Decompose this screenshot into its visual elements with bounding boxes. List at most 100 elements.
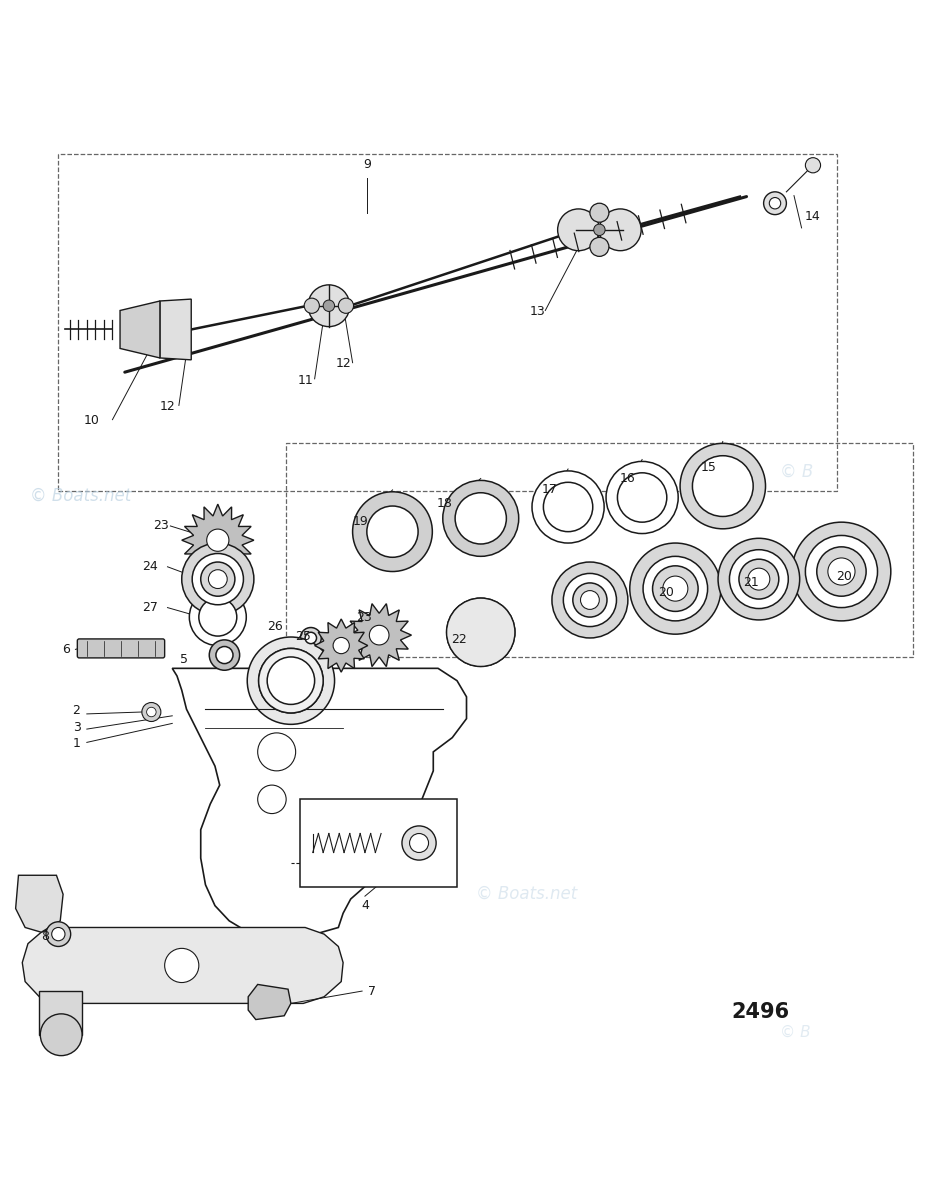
Circle shape (51, 928, 65, 941)
Polygon shape (160, 299, 191, 360)
Text: 20: 20 (658, 586, 674, 599)
Text: 14: 14 (805, 210, 821, 223)
Circle shape (308, 284, 349, 326)
Circle shape (564, 574, 617, 626)
Text: 4: 4 (361, 899, 368, 912)
Circle shape (792, 522, 891, 620)
Circle shape (367, 506, 418, 557)
Circle shape (643, 557, 707, 620)
Circle shape (259, 648, 323, 713)
Text: © Boats.net: © Boats.net (476, 886, 577, 904)
Circle shape (40, 1014, 82, 1056)
Polygon shape (172, 668, 466, 937)
Text: 9: 9 (363, 158, 370, 172)
Circle shape (805, 157, 821, 173)
Circle shape (352, 492, 432, 571)
Circle shape (729, 550, 788, 608)
Circle shape (147, 707, 156, 716)
Circle shape (192, 553, 244, 605)
Text: © Boats.net: © Boats.net (30, 486, 131, 504)
Circle shape (369, 625, 389, 644)
Circle shape (552, 562, 628, 638)
Text: 19: 19 (352, 515, 368, 528)
Circle shape (692, 456, 753, 516)
Circle shape (199, 598, 237, 636)
Circle shape (606, 462, 678, 534)
Circle shape (189, 589, 247, 646)
Text: 21: 21 (744, 576, 759, 589)
Polygon shape (248, 984, 291, 1020)
Circle shape (652, 566, 698, 611)
Circle shape (817, 547, 866, 596)
Circle shape (207, 529, 228, 551)
Circle shape (764, 192, 786, 215)
Circle shape (443, 480, 519, 557)
Text: 22: 22 (451, 634, 466, 647)
Circle shape (248, 637, 334, 725)
Circle shape (748, 568, 770, 590)
Polygon shape (314, 619, 367, 672)
Circle shape (46, 922, 70, 947)
Circle shape (201, 562, 235, 596)
Circle shape (480, 631, 482, 634)
Text: 27: 27 (143, 601, 158, 614)
Bar (301, 799, 457, 887)
Text: 26: 26 (267, 620, 283, 634)
Text: 15: 15 (701, 461, 717, 474)
Circle shape (338, 298, 353, 313)
Polygon shape (15, 875, 63, 932)
Polygon shape (347, 604, 411, 666)
Circle shape (581, 590, 600, 610)
Text: 11: 11 (297, 373, 313, 386)
Text: 13: 13 (530, 305, 545, 318)
Circle shape (663, 576, 688, 601)
Circle shape (182, 544, 254, 616)
Text: 1: 1 (72, 737, 81, 750)
Circle shape (209, 640, 240, 671)
Circle shape (305, 298, 319, 313)
Circle shape (455, 493, 506, 544)
Text: 5: 5 (180, 653, 188, 666)
Circle shape (259, 648, 323, 713)
Circle shape (306, 632, 316, 643)
Circle shape (739, 559, 779, 599)
Polygon shape (120, 301, 160, 358)
Circle shape (828, 558, 855, 586)
Circle shape (590, 238, 609, 257)
Circle shape (301, 628, 321, 648)
Text: 23: 23 (153, 520, 169, 533)
Circle shape (258, 733, 296, 770)
Text: 18: 18 (437, 497, 452, 510)
Circle shape (532, 470, 605, 544)
FancyBboxPatch shape (77, 638, 165, 658)
Text: 8: 8 (41, 930, 50, 943)
Circle shape (718, 539, 800, 620)
Circle shape (590, 203, 609, 222)
Circle shape (258, 785, 287, 814)
Text: 20: 20 (837, 570, 852, 583)
Text: 3: 3 (72, 721, 81, 734)
Circle shape (446, 598, 515, 666)
Circle shape (600, 209, 641, 251)
Circle shape (268, 656, 314, 704)
Circle shape (216, 647, 233, 664)
Circle shape (323, 300, 334, 312)
Circle shape (594, 224, 605, 235)
Polygon shape (39, 991, 82, 1034)
Text: 2: 2 (72, 704, 81, 716)
Text: 2496: 2496 (732, 1002, 790, 1021)
Circle shape (573, 583, 607, 617)
Circle shape (409, 834, 428, 852)
Text: 17: 17 (542, 484, 558, 497)
Text: 10: 10 (84, 414, 100, 427)
Text: © B: © B (780, 463, 813, 481)
Text: 6: 6 (62, 643, 69, 656)
Circle shape (165, 948, 199, 983)
Circle shape (142, 702, 161, 721)
Text: 12: 12 (335, 358, 351, 371)
Text: 16: 16 (620, 472, 636, 485)
Circle shape (208, 570, 228, 588)
Polygon shape (22, 928, 343, 1003)
Polygon shape (182, 504, 254, 576)
Text: 25: 25 (295, 630, 311, 642)
